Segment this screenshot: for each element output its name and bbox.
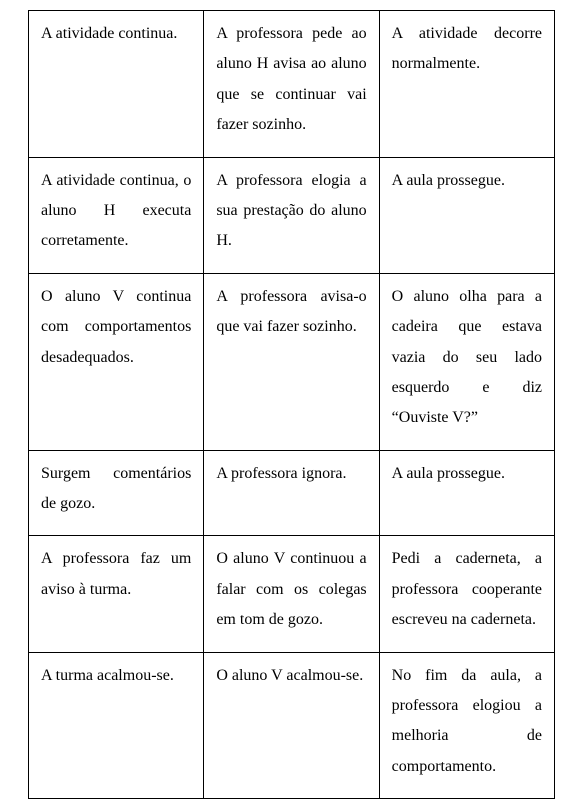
- table-row: Surgem comentários de gozo. A professora…: [29, 450, 555, 536]
- table-row: O aluno V continua com comportamentos de…: [29, 273, 555, 450]
- cell: A professora avisa-o que vai fazer sozin…: [204, 273, 379, 450]
- cell: O aluno V continuou a falar com os coleg…: [204, 536, 379, 652]
- cell: A professora pede ao aluno H avisa ao al…: [204, 11, 379, 158]
- table-row: A atividade continua, o aluno H executa …: [29, 157, 555, 273]
- cell: O aluno V continua com comportamentos de…: [29, 273, 204, 450]
- observation-table: A atividade continua. A professora pede …: [28, 10, 555, 799]
- cell: A professora faz um aviso à turma.: [29, 536, 204, 652]
- cell: A professora ignora.: [204, 450, 379, 536]
- cell: Surgem comentários de gozo.: [29, 450, 204, 536]
- cell: A professora elogia a sua prestação do a…: [204, 157, 379, 273]
- table-row: A professora faz um aviso à turma. O alu…: [29, 536, 555, 652]
- cell: A turma acalmou-se.: [29, 652, 204, 799]
- table-row: A atividade continua. A professora pede …: [29, 11, 555, 158]
- cell: O aluno V acalmou-se.: [204, 652, 379, 799]
- cell: A atividade continua.: [29, 11, 204, 158]
- cell: A aula prossegue.: [379, 450, 554, 536]
- table-row: A turma acalmou-se. O aluno V acalmou-se…: [29, 652, 555, 799]
- cell: A atividade decorre normalmente.: [379, 11, 554, 158]
- cell: Pedi a caderneta, a professora cooperant…: [379, 536, 554, 652]
- page: A atividade continua. A professora pede …: [0, 0, 583, 633]
- cell: No fim da aula, a professora elogiou a m…: [379, 652, 554, 799]
- cell: O aluno olha para a cadeira que estava v…: [379, 273, 554, 450]
- cell: A atividade continua, o aluno H executa …: [29, 157, 204, 273]
- cell: A aula prossegue.: [379, 157, 554, 273]
